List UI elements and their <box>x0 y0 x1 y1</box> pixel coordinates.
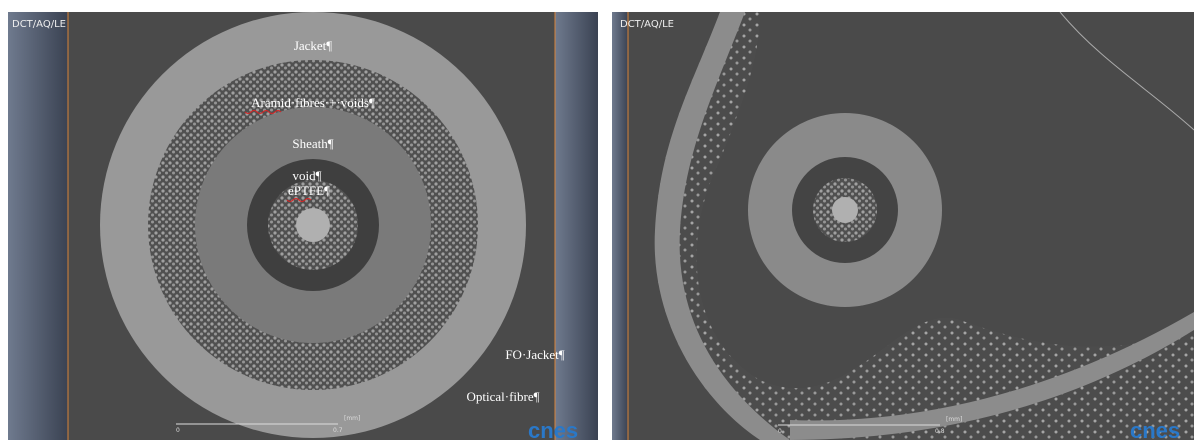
scale-unit: [mm] <box>344 415 360 422</box>
label: Jacket¶ <box>294 38 332 53</box>
label: Aramid·fibres·+·voids¶ <box>251 95 375 110</box>
spell-underline <box>244 110 282 114</box>
label: Sheath¶ <box>292 136 333 151</box>
scale-unit: [mm] <box>946 416 962 423</box>
header: DCT/AQ/LE <box>12 19 66 30</box>
label: FO·Jacket¶ <box>505 347 564 362</box>
left-panel: DCT/AQ/LE Jacket¶ Aramid·fibres·+·voids¶… <box>8 12 598 440</box>
scale-label: 0 <box>778 428 782 435</box>
label: void¶ <box>292 168 321 183</box>
label: Optical·fibre¶ <box>466 389 539 404</box>
label: ePTFE¶ <box>288 183 330 198</box>
logo: cnes <box>528 418 578 440</box>
scale-label: 0.7 <box>333 427 343 434</box>
scale-label: 0 <box>176 427 180 434</box>
scale-label: 0.8 <box>935 428 945 435</box>
spell-underline <box>286 198 312 202</box>
header: DCT/AQ/LE <box>620 19 674 30</box>
logo: cnes <box>1130 418 1180 440</box>
right-panel: DCT/AQ/LE 0 0.8 [mm] cnes <box>612 12 1194 440</box>
